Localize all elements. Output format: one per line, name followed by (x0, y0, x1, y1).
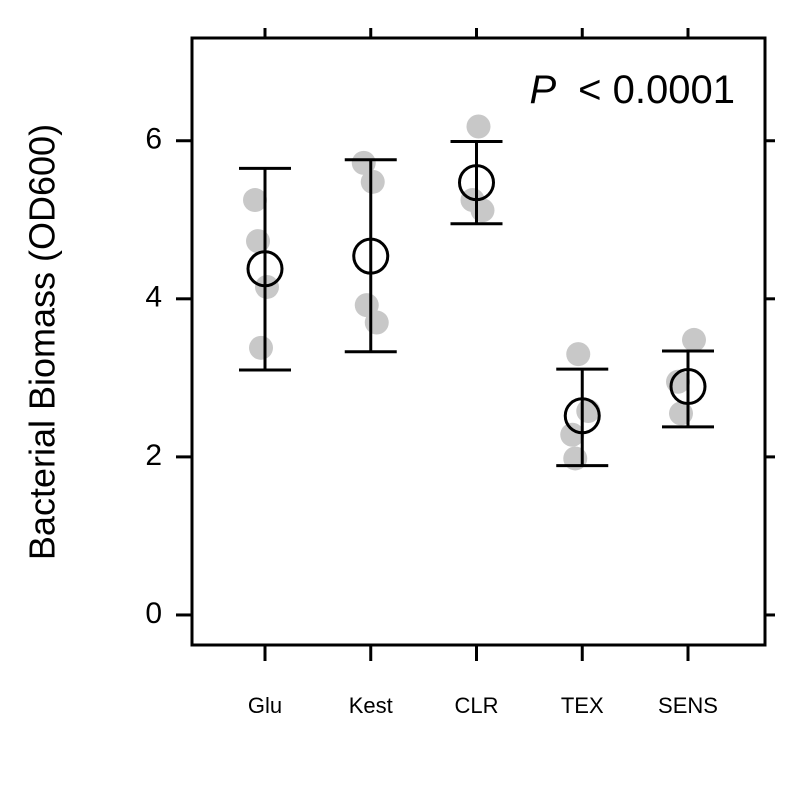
data-point (364, 310, 389, 335)
y-tick-label: 2 (145, 439, 162, 472)
x-tick-label: Kest (349, 693, 393, 718)
mean-marker (669, 368, 707, 406)
x-tick-label: CLR (454, 693, 498, 718)
y-tick-label: 6 (145, 123, 162, 156)
data-point (354, 293, 379, 318)
x-tick-label: Glu (248, 693, 282, 718)
y-axis-label: Bacterial Biomass (OD600) (22, 124, 63, 560)
data-point (360, 169, 385, 194)
mean-marker (352, 237, 390, 275)
annotation: P < 0.0001 (529, 68, 735, 112)
annotation-symbol: P (529, 68, 556, 112)
mean-marker (246, 250, 284, 288)
mean-marker (563, 397, 601, 435)
plot-frame (190, 36, 767, 647)
data-point (566, 342, 591, 367)
data-point (682, 327, 706, 352)
data-point (243, 188, 267, 213)
data-point (560, 422, 585, 447)
data-point (466, 114, 491, 139)
y-tick-label: 0 (145, 597, 162, 630)
y-tick-label: 4 (145, 281, 162, 314)
annotation-text: < 0.0001 (578, 68, 735, 112)
data-point (470, 198, 495, 223)
x-tick-label: TEX (561, 693, 604, 718)
data-point (576, 399, 601, 424)
x-tick-label: SENS (658, 693, 718, 718)
data-point (249, 335, 273, 360)
mean-marker (458, 164, 495, 202)
